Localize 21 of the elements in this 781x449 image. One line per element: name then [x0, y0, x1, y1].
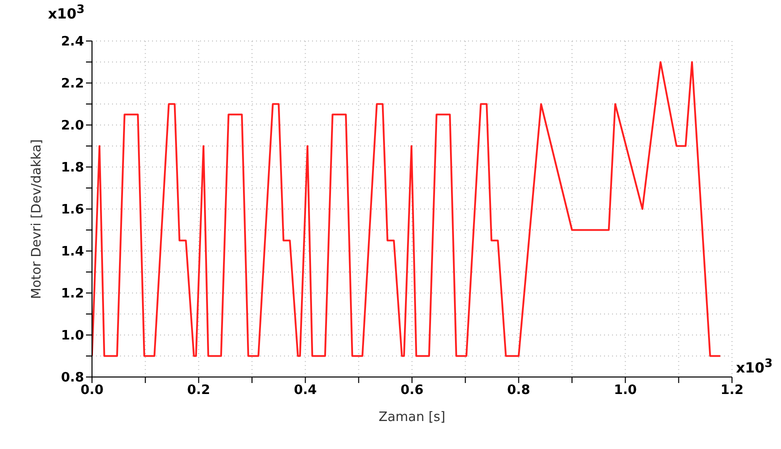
text: x10$^{3}$ — [48, 2, 85, 23]
x-tick-label: 0.2 — [187, 383, 210, 398]
x-tick-label: 0.6 — [400, 383, 424, 398]
y-tick-label: 2.2 — [60, 76, 84, 92]
y-tick-label: 1.0 — [60, 328, 84, 344]
x-tick-label: 1.2 — [720, 383, 744, 398]
x-tick-label: 0.0 — [80, 383, 104, 398]
y-tick-label: 1.6 — [60, 202, 84, 218]
y-tick-label: 1.2 — [60, 286, 84, 302]
y-tick-label: 0.8 — [60, 370, 84, 386]
x-tick-label: 0.4 — [294, 383, 317, 398]
text: x10$^{3}$ — [736, 356, 773, 377]
x-tick-label: 1.0 — [614, 383, 637, 398]
x-tick-label: 0.8 — [507, 383, 530, 398]
y-tick-label: 1.4 — [60, 244, 84, 260]
y-tick-label: 2.0 — [60, 118, 84, 134]
line-series — [92, 61, 722, 357]
y-tick-label: 1.8 — [60, 160, 84, 176]
y-axis-title: Motor Devri [Dev/dakka] — [30, 139, 45, 299]
y-tick-label: 2.4 — [60, 34, 84, 50]
x-axis-title: Zaman [s] — [378, 410, 446, 425]
